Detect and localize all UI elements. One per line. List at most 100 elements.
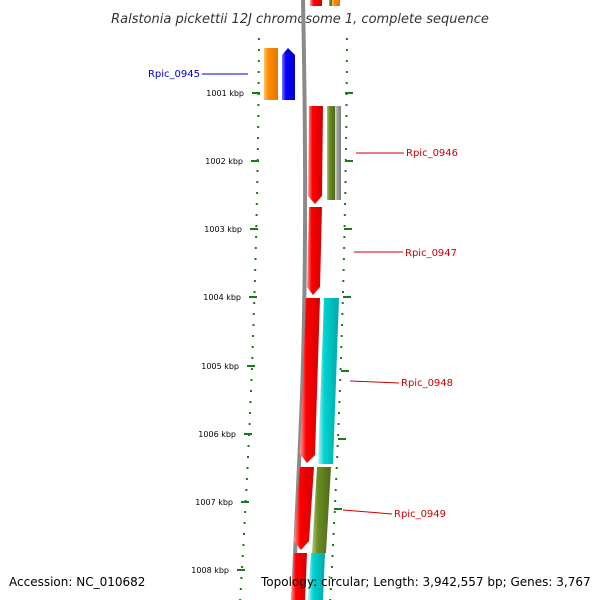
ring-dot: [343, 247, 346, 249]
ring-dot: [345, 104, 348, 106]
ring-dot: [241, 555, 244, 557]
ruler-labels: 1001 kbp 1002 kbp 1003 kbp 1004 kbp 1005…: [191, 89, 244, 575]
feature-olive-top: [329, 0, 332, 6]
ring-dot: [336, 456, 339, 458]
ring-dot: [330, 566, 333, 568]
ring-dot: [332, 544, 334, 546]
ring-dot: [257, 137, 259, 139]
ring-dot: [257, 49, 260, 51]
ring-dot: [345, 71, 348, 73]
gene-label-rpic-0948[interactable]: Rpic_0948: [401, 378, 453, 389]
ruler-label: 1003 kbp: [204, 225, 242, 234]
ring-dot: [330, 577, 333, 579]
ring-dot: [340, 335, 343, 337]
ring-dot: [333, 511, 336, 513]
ring-dot: [257, 115, 260, 117]
genome-summary: Topology: circular; Length: 3,942,557 bp…: [261, 575, 591, 589]
ring-dot: [252, 324, 255, 326]
ring-dot: [345, 60, 348, 62]
ring-dot: [334, 500, 337, 502]
ring-dot: [245, 489, 248, 491]
gene-rpic-0947-arrow: [307, 207, 322, 295]
ruler-tick: [237, 569, 245, 571]
ring-dot: [339, 379, 342, 381]
gene-label-rpic-0946[interactable]: Rpic_0946: [406, 148, 458, 159]
ring-dot: [343, 225, 346, 227]
gene-rpic-0946-arrow: [308, 106, 323, 204]
ring-dot: [250, 379, 253, 381]
ring-dot: [340, 346, 343, 348]
ring-dot: [245, 478, 248, 480]
ruler-label: 1005 kbp: [201, 362, 239, 371]
genome-backbone: [291, 0, 308, 600]
ring-dot: [344, 181, 347, 183]
ring-dot: [252, 335, 255, 337]
ring-dot: [345, 148, 347, 150]
ring-dot: [253, 280, 256, 282]
ring-dot: [253, 302, 256, 304]
ring-dot: [257, 126, 260, 128]
ring-dot: [341, 324, 343, 326]
ring-dot: [340, 357, 342, 359]
gene-label-rpic-0947[interactable]: Rpic_0947: [405, 248, 457, 259]
ring-dot: [338, 412, 340, 414]
ring-dot: [332, 533, 335, 535]
ring-dot: [333, 522, 336, 524]
ring-dot: [257, 38, 260, 40]
ruler-tick: [244, 433, 252, 435]
ring-dot: [345, 38, 348, 40]
ruler-label: 1001 kbp: [206, 89, 244, 98]
ring-dot: [254, 258, 257, 260]
ring-dot: [344, 170, 347, 172]
ring-dot: [345, 49, 348, 51]
ring-dot: [249, 401, 252, 403]
ring-dot: [248, 423, 251, 425]
ring-dot: [255, 225, 258, 227]
ruler-label: 1008 kbp: [191, 566, 229, 575]
ring-dot: [345, 82, 348, 84]
ring-dot: [345, 126, 348, 128]
ring-dot: [329, 588, 332, 590]
ring-dot: [338, 390, 341, 392]
leader-lines: [202, 73, 404, 515]
gene-rpic-0948-arrow: [300, 298, 320, 463]
ruler-tick: [241, 501, 249, 503]
ring-dot: [250, 368, 253, 370]
ring-dot: [255, 203, 258, 205]
ring-dot: [252, 313, 255, 315]
ring-dot: [339, 368, 342, 370]
ring-dot: [255, 236, 258, 238]
gene-rpic-0945-arrow: [282, 48, 295, 100]
ruler-label: 1002 kbp: [205, 157, 243, 166]
ring-dot: [256, 148, 259, 150]
ring-dot: [257, 104, 260, 106]
ring-dot: [254, 269, 257, 271]
ring-dot: [243, 533, 245, 535]
gene-label-rpic-0945[interactable]: Rpic_0945: [148, 69, 200, 80]
ring-dot: [256, 170, 259, 172]
ring-dot: [256, 181, 259, 183]
ruler-label: 1004 kbp: [203, 293, 241, 302]
ring-dot: [342, 280, 345, 282]
ring-dot: [335, 478, 338, 480]
ring-dot: [345, 115, 348, 117]
ruler-tick: [250, 228, 258, 230]
ruler-dots: [239, 38, 260, 600]
gene-label-rpic-0949[interactable]: Rpic_0949: [394, 509, 446, 520]
ring-dot: [247, 445, 250, 447]
ruler-label: 1006 kbp: [198, 430, 236, 439]
ring-dot: [342, 258, 345, 260]
ring-dot: [251, 357, 254, 359]
feature-red-top: [310, 0, 322, 6]
ring-dot: [342, 269, 345, 271]
ring-dot: [242, 544, 245, 546]
ruler-tick: [251, 160, 259, 162]
ring-dot: [335, 467, 338, 469]
ring-dot: [336, 445, 339, 447]
ring-dot: [338, 401, 341, 403]
ring-dot: [247, 456, 249, 458]
ring-dot: [239, 588, 242, 590]
ring-dot: [337, 423, 340, 425]
ruler: [237, 92, 260, 571]
